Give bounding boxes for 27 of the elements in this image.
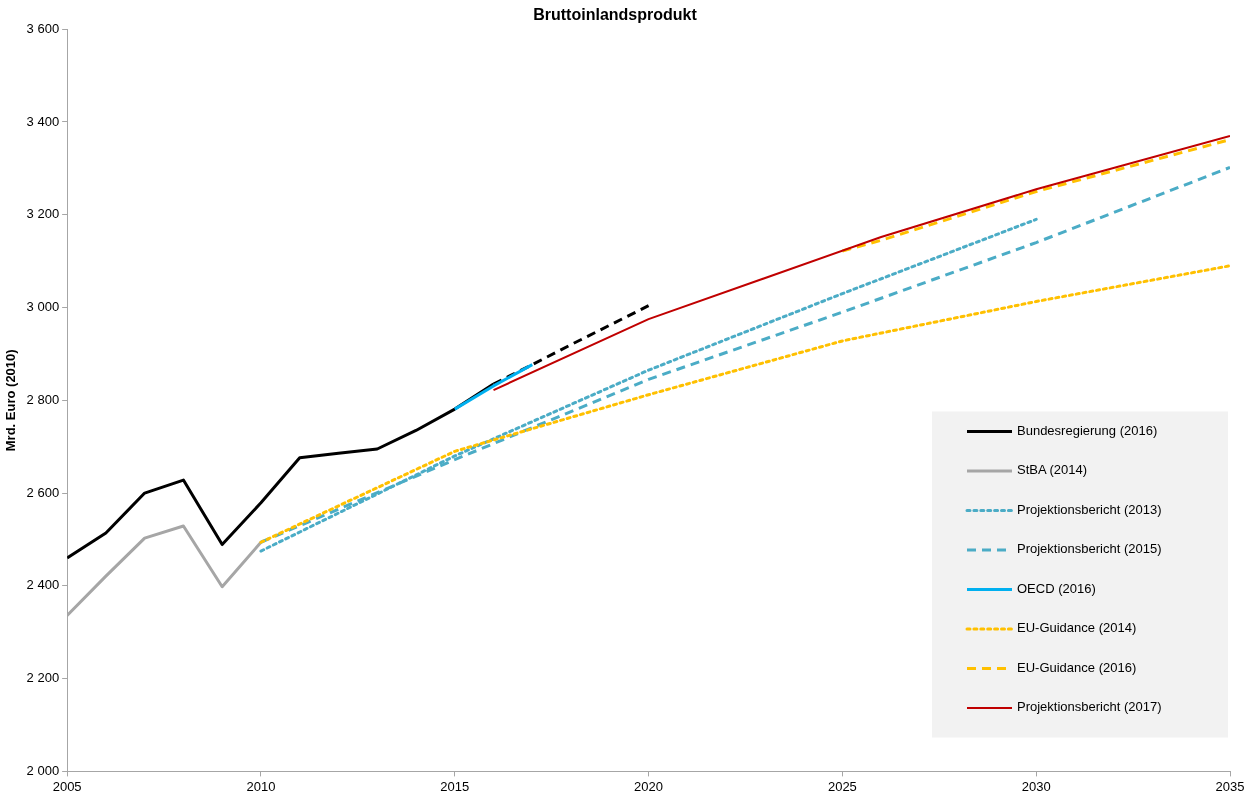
x-tick-label: 2030	[1021, 778, 1051, 794]
y-tick-label: 3 600	[26, 20, 60, 36]
legend-label: OECD (2016)	[1017, 580, 1096, 596]
legend-label: EU-Guidance (2014)	[1017, 620, 1137, 636]
legend-label: Bundesregierung (2016)	[1017, 422, 1158, 438]
y-tick-label: 2 600	[26, 484, 60, 500]
line-series	[259, 264, 1230, 544]
legend-label: Projektionsbericht (2013)	[1017, 501, 1162, 517]
y-tick-label: 3 200	[26, 206, 60, 222]
y-tick-label: 3 400	[26, 113, 60, 129]
y-tick-label: 2 200	[26, 670, 60, 686]
legend-label: StBA (2014)	[1017, 462, 1088, 478]
y-tick-label: 2 000	[26, 762, 60, 778]
y-tick-label: 3 000	[26, 299, 60, 315]
x-tick-label: 2020	[634, 778, 664, 794]
legend-label: EU-Guidance (2016)	[1017, 659, 1137, 675]
chart-title: Bruttoinlandsprodukt	[533, 6, 698, 24]
y-tick-label: 2 400	[26, 577, 60, 593]
legend-label: Projektionsbericht (2015)	[1017, 541, 1162, 557]
x-tick-label: 2010	[246, 778, 276, 794]
y-tick-label: 2 800	[26, 391, 60, 407]
x-tick-label: 2035	[1215, 778, 1245, 794]
legend-label: Projektionsbericht (2017)	[1017, 699, 1162, 715]
y-axis-title: Mrd. Euro (2010)	[3, 349, 19, 452]
x-tick-label: 2015	[440, 778, 470, 794]
x-tick-label: 2005	[52, 778, 82, 794]
x-tick-label: 2025	[827, 778, 857, 794]
